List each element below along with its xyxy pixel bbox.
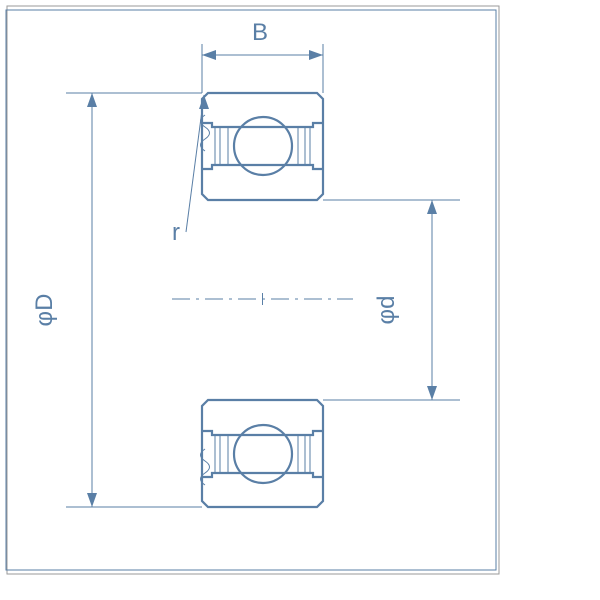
ball-top [234,117,292,175]
label-phid: φd [373,296,400,325]
label-B: B [252,19,268,46]
label-phiD: φD [31,294,58,327]
ball-bot [234,425,292,483]
label-r: r [172,219,180,246]
image-frame [7,6,499,574]
bearing-diagram: Br φD φd [0,0,600,600]
